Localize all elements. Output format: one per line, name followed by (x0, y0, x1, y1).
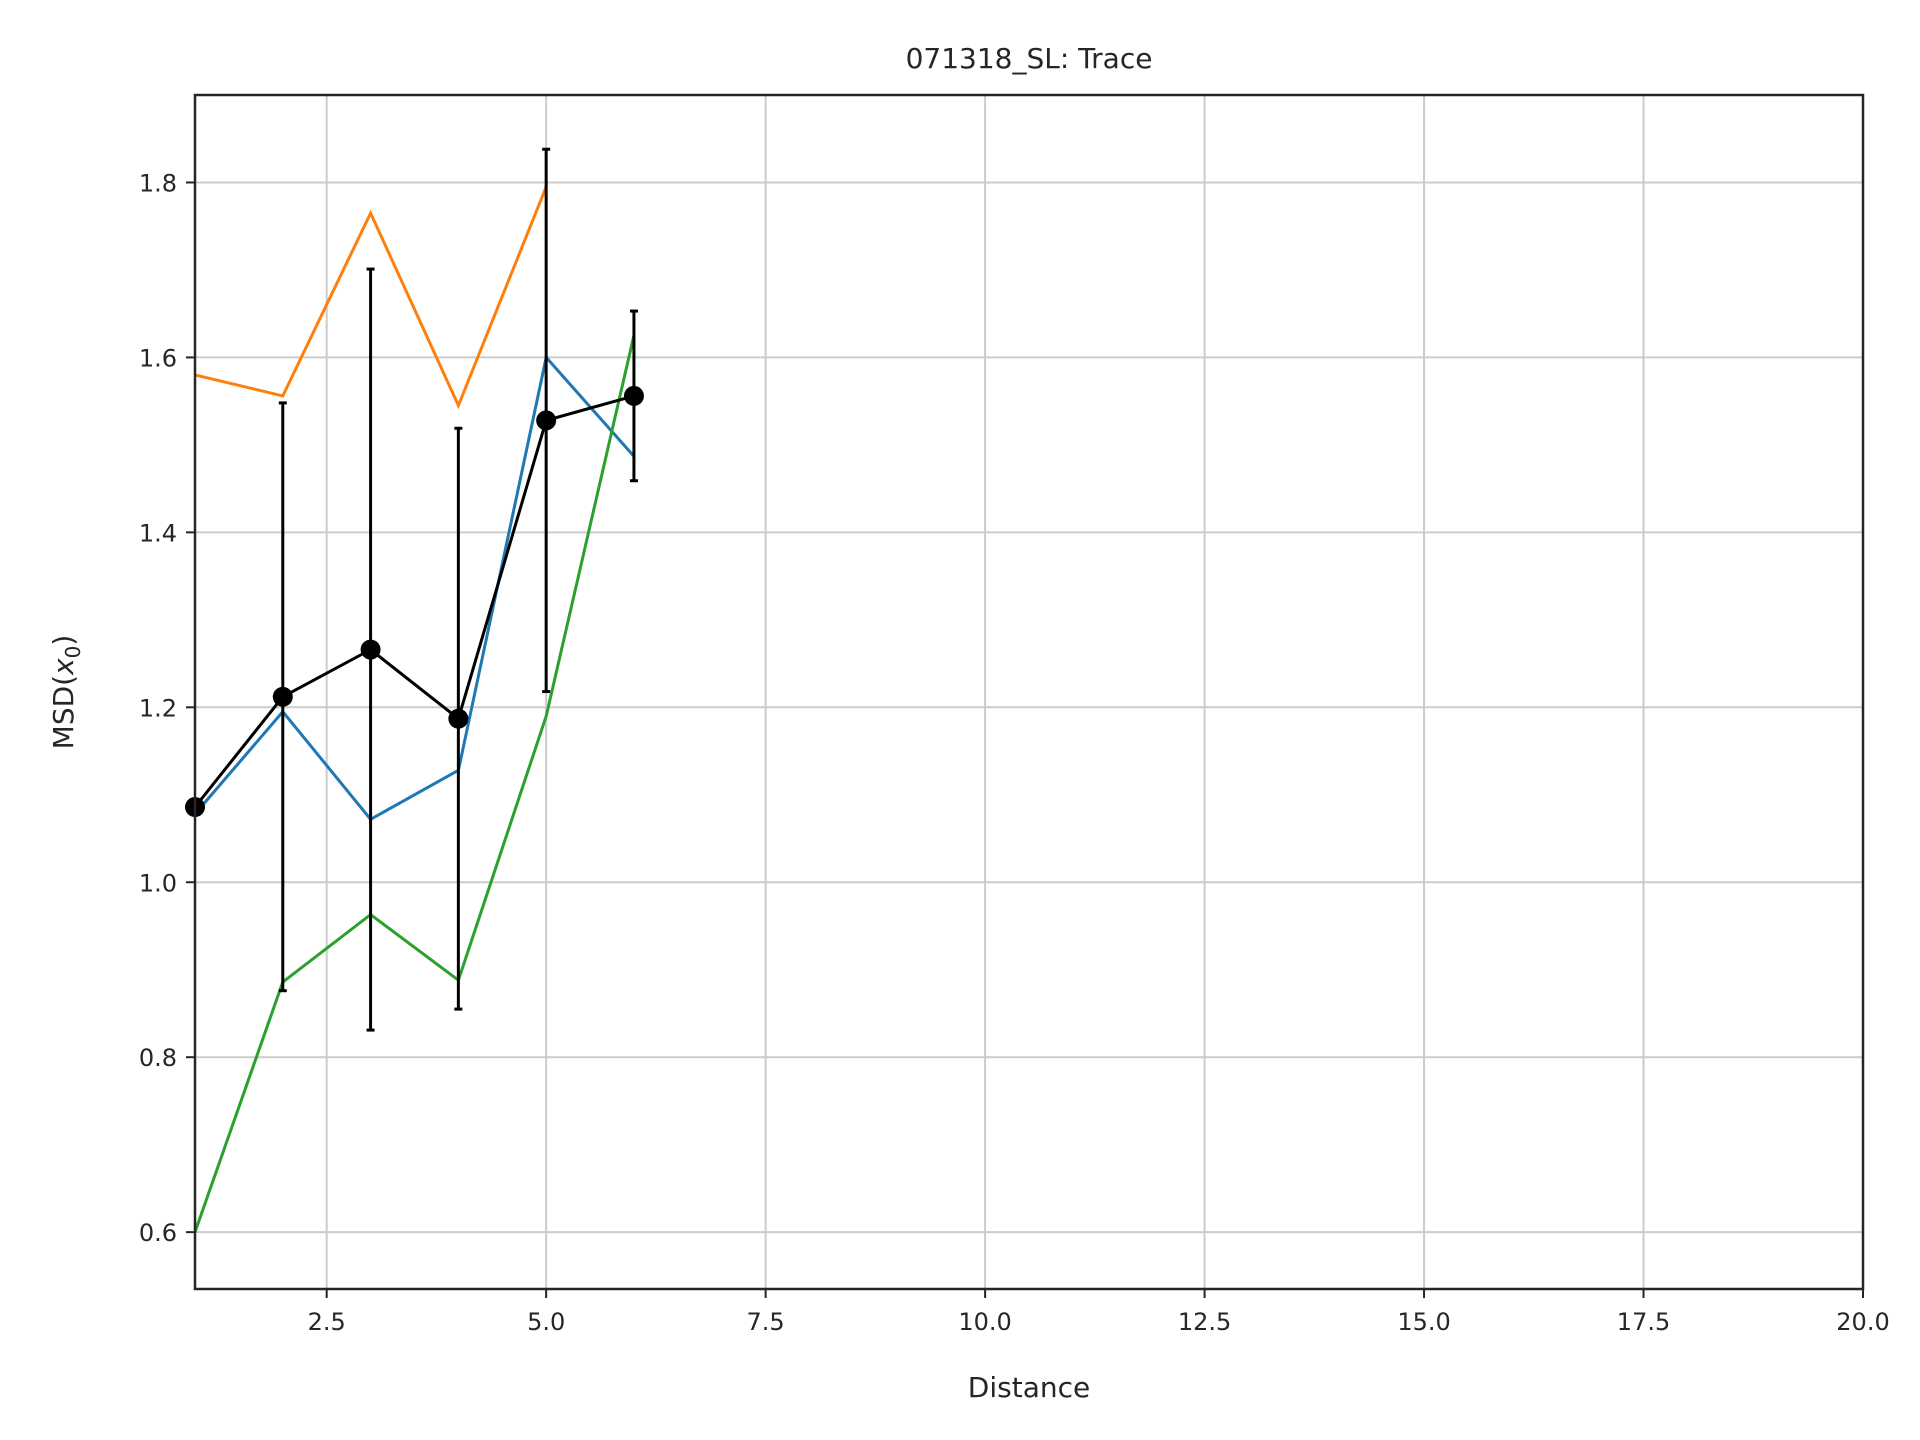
y-tick-label: 0.8 (139, 1044, 177, 1072)
y-axis-label-close: ) (47, 635, 80, 646)
x-tick-label: 17.5 (1617, 1308, 1670, 1336)
mean-point (623, 385, 644, 406)
x-axis-label: Distance (968, 1371, 1090, 1404)
y-axis-label: MSD(x0) (47, 635, 85, 750)
x-tick-label: 15.0 (1397, 1308, 1450, 1336)
y-tick-label: 1.4 (139, 519, 177, 547)
plot-frame (193, 93, 1865, 1291)
y-tick-label: 1.2 (139, 694, 177, 722)
x-tick-label: 20.0 (1836, 1308, 1889, 1336)
series-line-2 (194, 186, 548, 410)
series-layer (193, 186, 636, 1233)
y-tick-label: 1.0 (139, 869, 177, 897)
x-tick-label: 12.5 (1178, 1308, 1231, 1336)
series-line-1 (193, 354, 636, 822)
grid-lines (195, 95, 1864, 1289)
mean-point (272, 686, 293, 707)
x-tick-label: 10.0 (958, 1308, 1011, 1336)
y-tick-label: 1.8 (139, 169, 177, 197)
mean-point (536, 410, 557, 431)
x-tick-label: 5.0 (527, 1308, 565, 1336)
axis-ticks: 2.5 5.0 7.5 10.0 12.5 15.0 17.5 20.0 0.6 0.8 1.0 1.… (139, 169, 1890, 1336)
x-tick-label: 2.5 (308, 1308, 346, 1336)
series-line-3 (193, 335, 636, 1233)
mean-point (360, 639, 381, 660)
mean-series-layer (185, 147, 644, 1032)
y-tick-label: 1.6 (139, 344, 177, 372)
mean-series-line (193, 394, 635, 808)
y-tick-label: 0.6 (139, 1219, 177, 1247)
mean-point (448, 708, 469, 729)
y-axis-label-subscript: 0 (61, 646, 85, 659)
chart-title: 071318_SL: Trace (906, 42, 1153, 75)
y-axis-label-main: MSD( (47, 675, 80, 749)
y-axis-label-var: x (47, 658, 80, 676)
x-tick-label: 7.5 (747, 1308, 785, 1336)
